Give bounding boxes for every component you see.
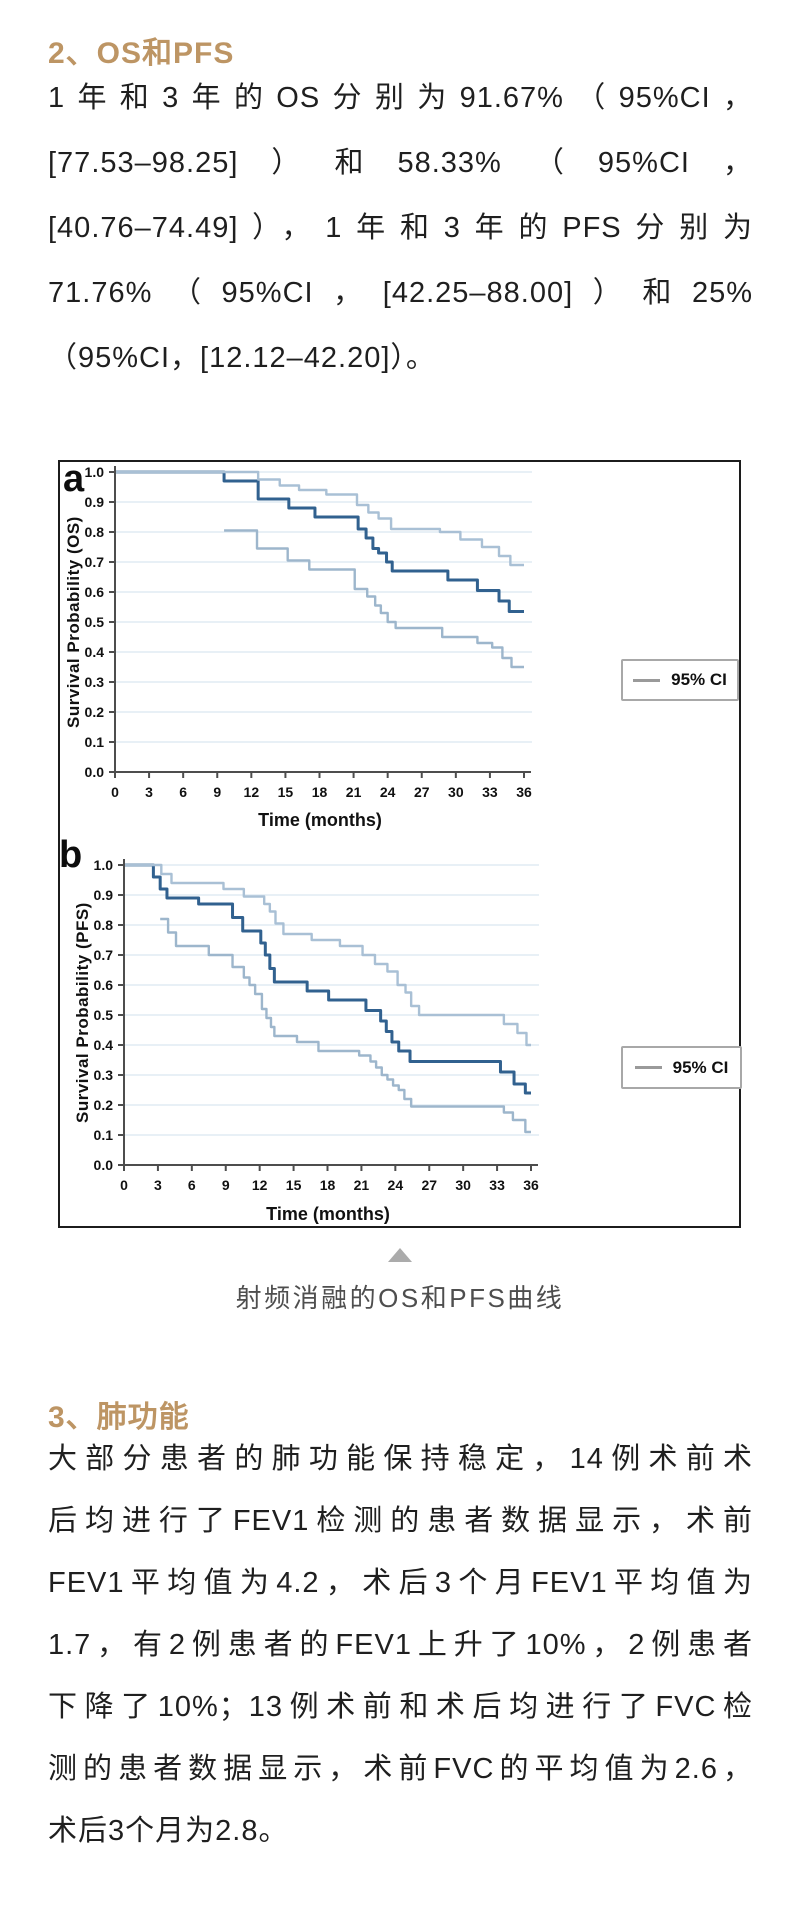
text-line: 1.7，有2例患者的FEV1上升了10%，2例患者 xyxy=(48,1629,753,1661)
ci-line-swatch-icon xyxy=(634,1066,662,1069)
text-line: FEV1平均值为4.2，术后3个月FEV1平均值为 xyxy=(48,1567,753,1599)
svg-text:0: 0 xyxy=(111,784,119,800)
pfs-x-axis-title: Time (months) xyxy=(266,1204,390,1224)
figure-os-pfs-curves: a Survival Probability (OS) 0.0 0.1 0.2 0.3… xyxy=(58,458,742,1228)
svg-text:27: 27 xyxy=(421,1177,437,1193)
text-line: 下降了10%；13例术前和术后均进行了FVC检 xyxy=(48,1691,753,1723)
svg-text:9: 9 xyxy=(222,1177,230,1193)
svg-text:0.9: 0.9 xyxy=(85,494,105,510)
os-legend: 95% CI xyxy=(621,659,739,701)
svg-text:0.7: 0.7 xyxy=(85,554,105,570)
svg-text:0: 0 xyxy=(120,1177,128,1193)
svg-text:6: 6 xyxy=(188,1177,196,1193)
svg-text:15: 15 xyxy=(286,1177,302,1193)
text-line: 测的患者数据显示，术前FVC的平均值为2.6， xyxy=(48,1753,753,1785)
text-line: （95%CI，[12.12–42.20]）。 xyxy=(48,342,436,374)
paragraph-lung-function: 大部分患者的肺功能保持稳定，14例术前术 后均进行了FEV1检测的患者数据显示，… xyxy=(48,1428,753,1862)
svg-text:36: 36 xyxy=(516,784,532,800)
pfs-legend: 95% CI xyxy=(621,1046,742,1089)
svg-text:0.0: 0.0 xyxy=(94,1157,114,1173)
text-line: [77.53–98.25]）和58.33%（95%CI， xyxy=(48,147,753,179)
svg-text:18: 18 xyxy=(320,1177,336,1193)
svg-text:3: 3 xyxy=(145,784,153,800)
svg-text:33: 33 xyxy=(489,1177,505,1193)
svg-text:33: 33 xyxy=(482,784,498,800)
svg-text:0.2: 0.2 xyxy=(94,1097,114,1113)
svg-text:0.7: 0.7 xyxy=(94,947,114,963)
section-heading-lung-function: 3、肺功能 xyxy=(48,1401,190,1434)
svg-text:0.5: 0.5 xyxy=(94,1007,114,1023)
text-line: 后均进行了FEV1检测的患者数据显示，术前 xyxy=(48,1505,753,1537)
svg-text:0.8: 0.8 xyxy=(94,917,114,933)
svg-text:27: 27 xyxy=(414,784,430,800)
svg-text:0.9: 0.9 xyxy=(94,887,114,903)
svg-text:0.6: 0.6 xyxy=(94,977,114,993)
svg-text:15: 15 xyxy=(278,784,294,800)
os-x-axis-title: Time (months) xyxy=(258,810,382,830)
text-line: 1年和3年的OS分别为91.67%（95%CI， xyxy=(48,82,753,114)
svg-text:0.4: 0.4 xyxy=(85,644,105,660)
svg-text:0.0: 0.0 xyxy=(85,764,105,780)
svg-text:1.0: 1.0 xyxy=(85,464,105,480)
svg-text:3: 3 xyxy=(154,1177,162,1193)
svg-text:21: 21 xyxy=(354,1177,370,1193)
figure-caption: 射频消融的OS和PFS曲线 xyxy=(235,1283,565,1313)
svg-text:30: 30 xyxy=(455,1177,471,1193)
svg-text:36: 36 xyxy=(523,1177,539,1193)
svg-text:0.4: 0.4 xyxy=(94,1037,114,1053)
pfs-survival-chart: 0.00.10.20.30.40.50.60.70.80.91.00 3 6 9 12 1… xyxy=(94,857,539,1193)
svg-text:12: 12 xyxy=(244,784,260,800)
panel-b-label: b xyxy=(59,834,83,876)
panel-a-label: a xyxy=(63,458,85,500)
svg-text:0.1: 0.1 xyxy=(94,1127,114,1143)
svg-text:0.1: 0.1 xyxy=(85,734,105,750)
svg-text:6: 6 xyxy=(179,784,187,800)
svg-text:24: 24 xyxy=(380,784,396,800)
svg-text:9: 9 xyxy=(213,784,221,800)
svg-text:0.6: 0.6 xyxy=(85,584,105,600)
text-line: 大部分患者的肺功能保持稳定，14例术前术 xyxy=(48,1443,753,1475)
svg-text:18: 18 xyxy=(312,784,328,800)
ci-line-swatch-icon xyxy=(633,678,661,682)
triangle-up-icon xyxy=(388,1248,412,1262)
text-line: [40.76–74.49]），1年和3年的PFS分别为 xyxy=(48,212,753,244)
text-line: 术后3个月为2.8。 xyxy=(48,1815,289,1847)
legend-label: 95% CI xyxy=(671,670,727,689)
legend-label: 95% CI xyxy=(672,1057,729,1077)
svg-text:24: 24 xyxy=(388,1177,404,1193)
section-heading-os-pfs: 2、OS和PFS xyxy=(48,37,235,70)
svg-text:0.5: 0.5 xyxy=(85,614,105,630)
svg-text:0.3: 0.3 xyxy=(85,674,105,690)
paragraph-os-pfs: 1年和3年的OS分别为91.67%（95%CI， [77.53–98.25]）和… xyxy=(48,66,753,391)
svg-text:1.0: 1.0 xyxy=(94,857,114,873)
svg-text:12: 12 xyxy=(252,1177,268,1193)
svg-text:0.3: 0.3 xyxy=(94,1067,114,1083)
svg-text:21: 21 xyxy=(346,784,362,800)
svg-text:0.2: 0.2 xyxy=(85,704,105,720)
text-line: 71.76%（95%CI，[42.25–88.00]）和25% xyxy=(48,277,753,309)
os-survival-chart: 0.00.10.20.30.40.50.60.70.80.91.00 3 6 9 12 1… xyxy=(85,464,532,800)
svg-text:0.8: 0.8 xyxy=(85,524,105,540)
svg-text:30: 30 xyxy=(448,784,464,800)
